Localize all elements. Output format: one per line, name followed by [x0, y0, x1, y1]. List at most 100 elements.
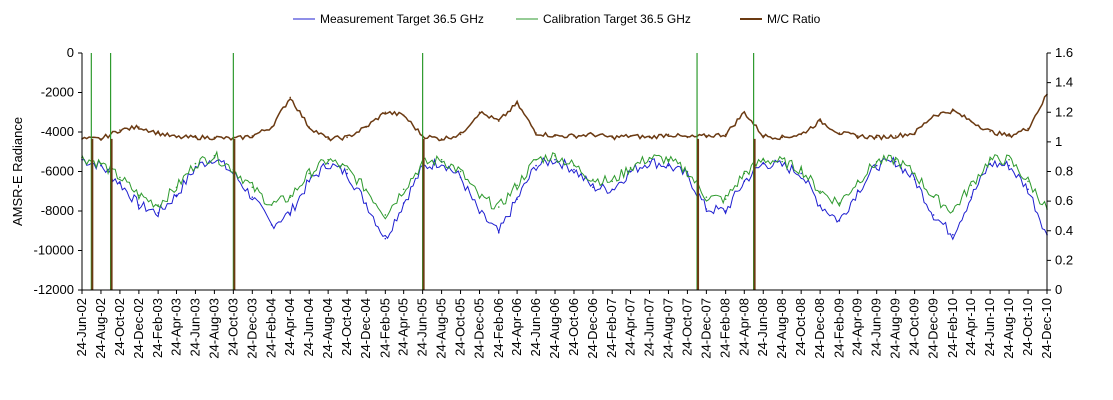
x-tick-label: 24-Oct-05 [453, 298, 468, 356]
x-tick-label: 24-Apr-09 [850, 298, 865, 356]
x-tick-label: 24-Feb-06 [491, 298, 506, 358]
data-point-0 [119, 182, 121, 185]
data-point-1 [686, 170, 689, 173]
data-point-2 [100, 138, 102, 140]
data-point-1 [762, 158, 765, 161]
data-point-1 [856, 180, 859, 183]
data-point-2 [459, 133, 462, 136]
data-point-1 [365, 188, 367, 191]
x-tick-label: 24-Aug-09 [888, 298, 903, 359]
data-point-2 [856, 135, 859, 137]
data-point-2 [365, 126, 367, 128]
x-tick-label: 24-Dec-03 [244, 298, 259, 359]
data-point-2 [138, 126, 140, 128]
x-tick-label: 24-Feb-05 [377, 298, 392, 358]
legend-item: Measurement Target 36.5 GHz [293, 12, 484, 26]
axes-layer: 0 -2000 -4000 -6000 -8000 -10000 -12000 1.6 1.4 1… [34, 45, 1074, 359]
data-point-2 [289, 96, 292, 99]
data-point-0 [100, 164, 102, 167]
data-point-0 [308, 180, 310, 183]
data-point-2 [781, 136, 784, 139]
data-point-1 [402, 188, 405, 191]
data-point-1 [213, 154, 216, 157]
x-tick-label: 24-Jun-06 [528, 298, 543, 357]
x-tick-label: 24-Dec-06 [585, 298, 600, 359]
data-point-1 [952, 210, 954, 212]
series-line-1 [81, 150, 1048, 220]
data-point-1 [535, 158, 537, 161]
x-tick-label: 24-Aug-02 [93, 298, 108, 359]
x-tick-label: 24-Jun-05 [415, 298, 430, 357]
data-point-0 [856, 190, 859, 193]
x-tick-label: 24-Aug-03 [206, 298, 221, 359]
x-tick-label: 24-Apr-06 [509, 298, 524, 356]
data-point-0 [705, 208, 708, 210]
data-point-0 [1027, 188, 1029, 191]
data-point-1 [251, 186, 254, 189]
data-point-1 [289, 196, 292, 198]
data-point-0 [535, 164, 537, 167]
data-point-0 [913, 178, 916, 181]
y-right-tick-label: 1.6 [1055, 45, 1073, 60]
data-point-0 [516, 198, 518, 200]
data-point-0 [270, 224, 273, 226]
data-point-0 [384, 237, 387, 240]
data-point-1 [724, 198, 727, 200]
x-tick-label: 24-Oct-09 [907, 298, 922, 356]
series-layer [81, 53, 1048, 290]
data-point-0 [838, 220, 841, 222]
x-tick-label: 24-Dec-09 [926, 298, 941, 359]
data-point-0 [138, 204, 140, 206]
data-point-0 [894, 160, 897, 163]
data-point-0 [667, 164, 670, 167]
data-point-1 [648, 156, 651, 159]
series-line-2 [81, 93, 1048, 142]
x-tick-label: 24-Apr-10 [963, 298, 978, 356]
data-point-1 [100, 162, 102, 165]
data-point-1 [743, 172, 746, 175]
data-point-2 [762, 135, 765, 137]
data-point-0 [592, 186, 594, 189]
data-point-0 [743, 180, 746, 183]
data-point-2 [573, 135, 575, 137]
x-tick-label: 24-Apr-08 [736, 298, 751, 356]
data-point-2 [478, 111, 481, 114]
data-point-1 [270, 204, 273, 206]
data-point-2 [270, 126, 273, 128]
data-point-2 [724, 133, 727, 136]
data-point-2 [1008, 135, 1010, 137]
legend-item: M/C Ratio [740, 12, 821, 26]
x-tick-label: 24-Jun-03 [187, 298, 202, 357]
data-point-2 [175, 136, 178, 139]
data-point-2 [327, 138, 329, 140]
x-tick-label: 24-Oct-02 [112, 298, 127, 356]
y-right-tick-label: 0.4 [1055, 223, 1073, 238]
data-point-1 [1008, 158, 1010, 161]
y-left-tick-label: -6000 [41, 164, 74, 179]
y-right-tick-label: 1.2 [1055, 104, 1073, 119]
data-point-0 [989, 162, 991, 165]
data-point-2 [913, 132, 916, 134]
legend-item: Calibration Target 36.5 GHz [516, 12, 691, 26]
data-point-1 [611, 180, 614, 183]
y-right-tick-label: 0.8 [1055, 164, 1073, 179]
data-point-1 [478, 196, 481, 198]
x-tick-label: 24-Feb-04 [264, 298, 279, 358]
data-point-1 [157, 204, 159, 206]
x-tick-label: 24-Aug-04 [320, 298, 335, 359]
data-point-0 [497, 231, 500, 234]
data-point-2 [705, 135, 708, 137]
x-tick-label: 24-Dec-05 [471, 298, 486, 359]
data-point-0 [478, 212, 481, 214]
data-point-2 [119, 129, 121, 131]
data-point-2 [402, 114, 405, 117]
y-left-tick-label: -4000 [41, 124, 74, 139]
y-axis-title: AMSR-E Radiance [10, 117, 25, 226]
data-point-2 [629, 135, 632, 137]
x-tick-label: 24-Apr-03 [168, 298, 183, 356]
x-tick-label: 24-Feb-09 [831, 298, 846, 358]
data-point-1 [119, 176, 121, 179]
data-point-2 [194, 136, 197, 139]
data-point-2 [308, 126, 310, 128]
